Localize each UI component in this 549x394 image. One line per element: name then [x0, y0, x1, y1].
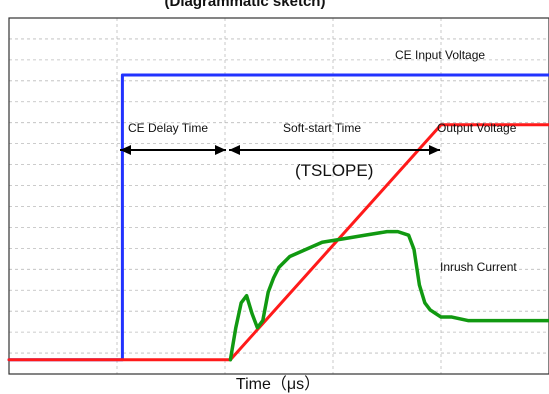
x-axis-label: Time（μs） — [236, 375, 320, 393]
series-line-inrush-current — [228, 229, 549, 362]
inrush-current-label: Inrush Current — [440, 260, 517, 274]
ce-input-voltage-label: CE Input Voltage — [395, 48, 485, 62]
series-line-ce-input-voltage — [7, 73, 549, 362]
plot-frame — [8, 17, 549, 375]
chart-title: (Diagrammatic sketch) — [165, 0, 326, 10]
ce-delay-time-label: CE Delay Time — [128, 121, 208, 135]
soft-start-arrow — [229, 145, 440, 155]
series-line-output-voltage — [7, 123, 549, 362]
tslope-label: (TSLOPE) — [295, 161, 373, 180]
ce-delay-arrow — [120, 145, 226, 155]
soft-start-time-label: Soft-start Time — [283, 121, 361, 135]
series-layer — [7, 73, 549, 362]
output-voltage-label: Output Voltage — [437, 121, 517, 135]
grid-lines — [9, 18, 549, 374]
